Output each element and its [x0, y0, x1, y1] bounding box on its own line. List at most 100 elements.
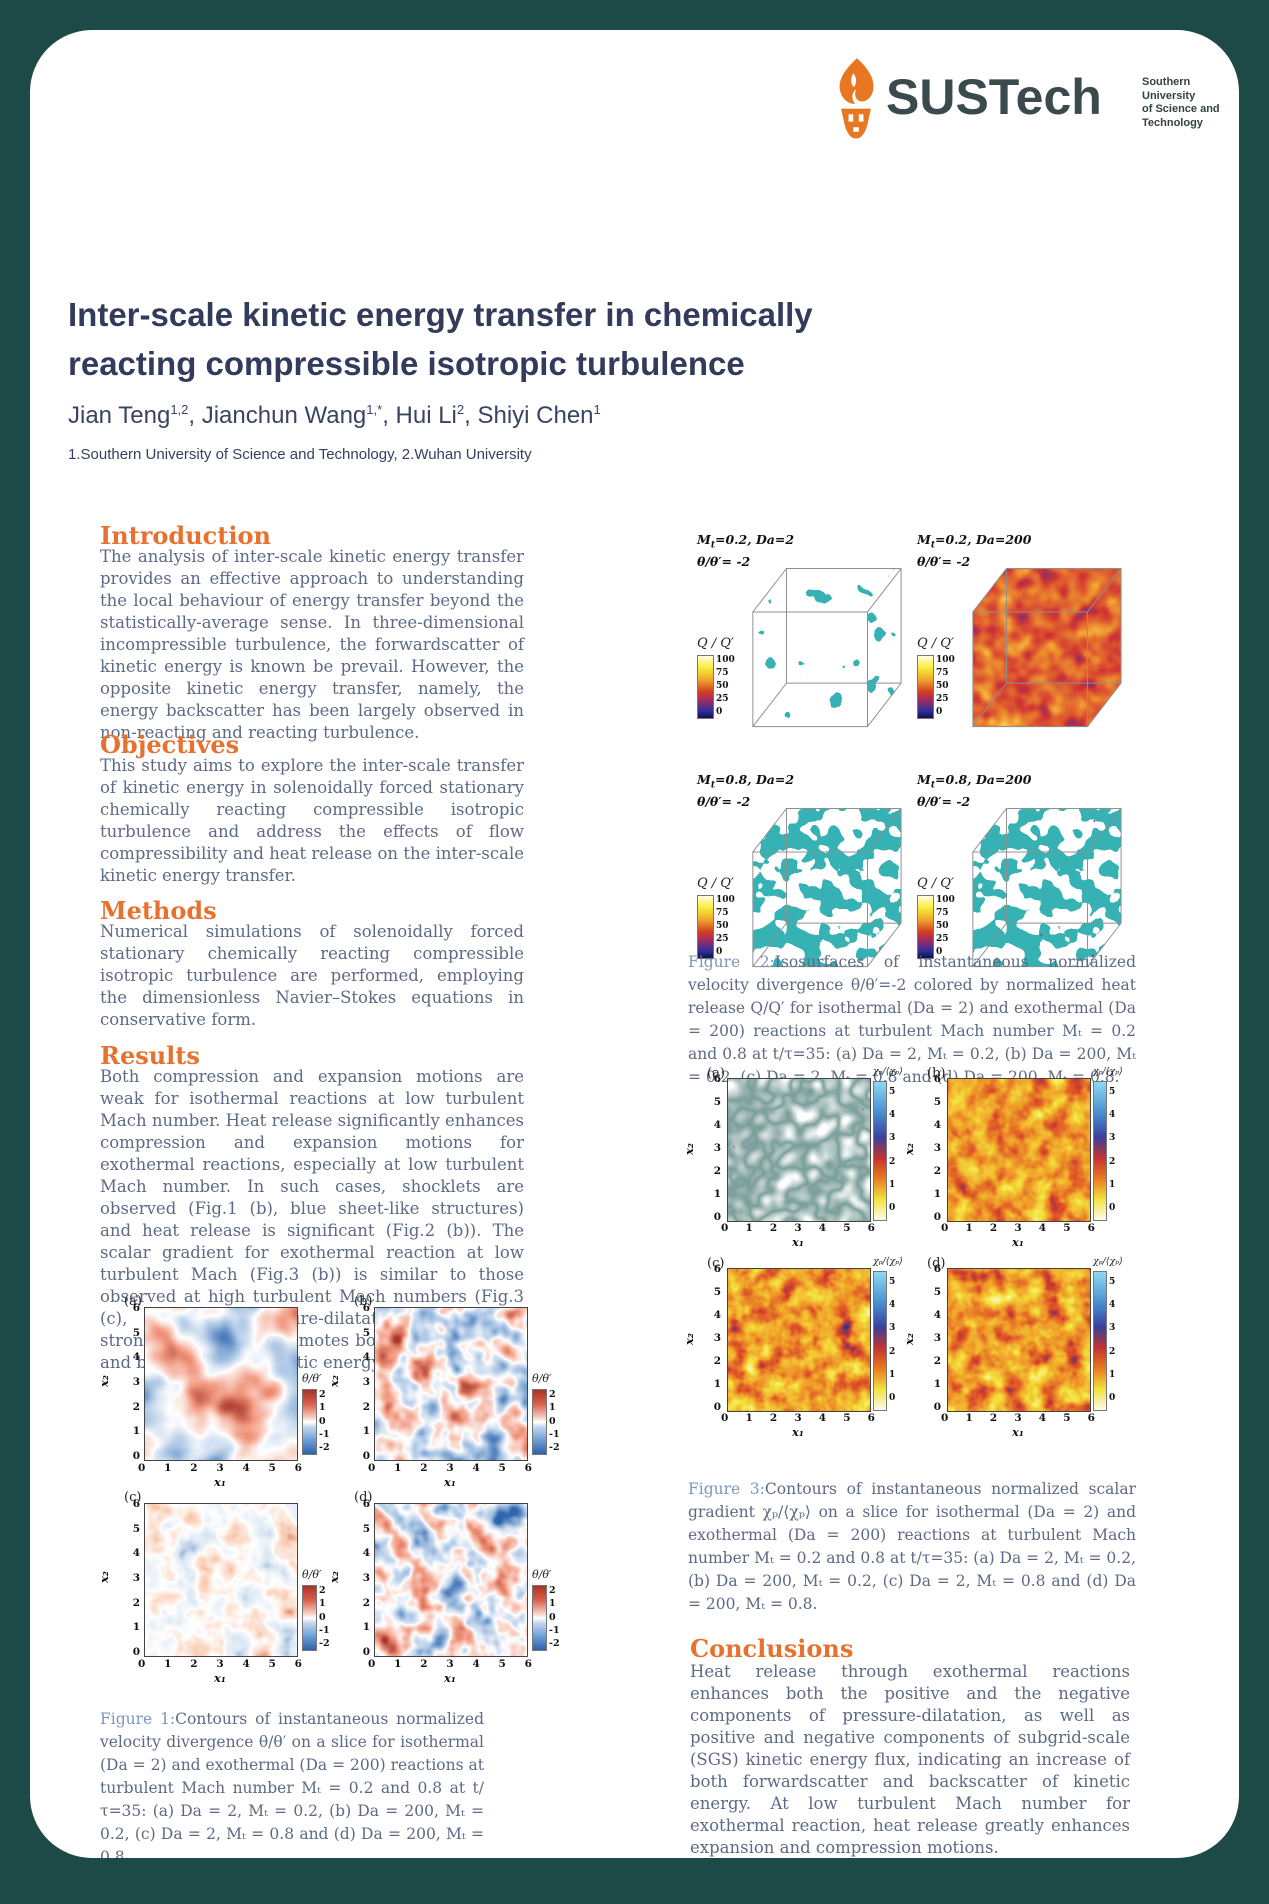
tick-label: 2 [420, 1658, 428, 1670]
tick-label: 3 [933, 1142, 941, 1154]
tick-label: 6 [1087, 1412, 1095, 1424]
figure3-panel-a-plot [727, 1078, 871, 1222]
tick-label: 2 [362, 1596, 370, 1609]
tick-label: 100 [716, 655, 735, 665]
tick-label: 0 [368, 1462, 376, 1474]
colorbar-label: χₚ/⟨χₚ⟩ [873, 1066, 903, 1077]
tick-label: 4 [132, 1351, 140, 1364]
tick-label: 0 [933, 1211, 941, 1223]
tick-label: 5 [362, 1522, 370, 1535]
colorbar-ticks: 5 4 3 2 1 0 [889, 1277, 895, 1403]
panel-condition-label: Mt=0.2, Da=200 [917, 532, 1032, 551]
tick-label: 0 [933, 1401, 941, 1413]
tick-label: 2 [989, 1412, 998, 1424]
colorbar-ticks: 5 4 3 2 1 0 [1109, 1087, 1115, 1213]
section-heading-methods: Methods [100, 895, 217, 925]
colorbar-gradient [1093, 1081, 1107, 1221]
y-axis-ticks: 6 5 4 3 2 1 0 [126, 1302, 140, 1462]
colorbar-label: Q / Q′ [697, 876, 734, 891]
author: , Jianchun Wang [188, 402, 367, 429]
tick-label: 0 [889, 1202, 896, 1213]
figure1-panel-d-plot [374, 1503, 528, 1657]
tick-label: 1 [933, 1378, 941, 1390]
x-axis-label: x₁ [444, 1475, 456, 1489]
tick-label: 6 [867, 1412, 875, 1424]
authors-line: Jian Teng1,2, Jianchun Wang1,*, Hui Li2,… [68, 402, 601, 430]
y-axis-ticks: 6 5 4 3 2 1 0 [356, 1498, 370, 1658]
tick-label: 2 [933, 1165, 941, 1177]
tick-label: -2 [319, 1638, 330, 1649]
tick-label: 1 [713, 1378, 721, 1390]
x-axis-label: x₁ [214, 1671, 226, 1685]
figure1-colorbar: θ/θ′ 2 1 0 -1 -2 [532, 1372, 562, 1455]
x-axis-ticks: 0 1 2 3 4 5 6 [138, 1658, 302, 1670]
tick-label: 3 [362, 1571, 370, 1584]
tick-label: 3 [794, 1222, 802, 1234]
tick-label: 5 [1109, 1087, 1116, 1097]
tick-label: 4 [818, 1222, 827, 1234]
tick-label: 100 [936, 655, 955, 665]
tick-label: 6 [132, 1302, 140, 1314]
tick-label: 4 [933, 1309, 941, 1321]
tick-label: 1 [1109, 1179, 1116, 1190]
x-axis-ticks: 0 1 2 3 4 5 6 [138, 1462, 302, 1474]
tick-label: 6 [713, 1263, 721, 1275]
tick-label: 0 [713, 1401, 721, 1413]
tick-label: 1 [549, 1598, 556, 1610]
figure2-panel-b: Mt=0.2, Da=200 θ/θ′= -2 Q / Q′ 100 75 50 25… [913, 528, 1131, 765]
y-axis-ticks: 6 5 4 3 2 1 0 [929, 1263, 941, 1413]
tick-label: 3 [1014, 1222, 1022, 1234]
tick-label: 0 [132, 1449, 140, 1462]
panel-label: (c) [707, 1256, 725, 1271]
tick-label: -1 [319, 1428, 330, 1440]
tick-label: 0 [716, 947, 723, 957]
x-axis-ticks: 0 1 2 3 4 5 6 [721, 1222, 875, 1234]
panel-isosurface-label: θ/θ′= -2 [697, 794, 751, 809]
colorbar-gradient [302, 1585, 317, 1651]
author-affil-sup: 1 [593, 402, 601, 417]
sustech-torch-icon [839, 58, 874, 139]
figure3-panel-c: (c) x₂ 6 5 4 3 2 1 0 0 1 2 3 4 5 6 x₁ χₚ/⟨χₚ⟩ 5 4 3 2 1 0 [682, 1256, 911, 1442]
figure3-panel-a: (a) x₂ 6 5 4 3 2 1 0 0 1 2 3 4 5 6 x₁ χₚ/⟨χₚ⟩ 5 4 3 2 1 0 [682, 1066, 911, 1252]
figure1-caption-text: Contours of instantaneous normalized vel… [100, 1709, 484, 1859]
section-heading-objectives: Objectives [100, 729, 240, 759]
figure3-colorbar: χₚ/⟨χₚ⟩ 5 4 3 2 1 0 [873, 1066, 911, 1221]
tick-label: 2 [319, 1389, 326, 1400]
tick-label: 3 [132, 1571, 140, 1584]
tick-label: 2 [989, 1222, 998, 1234]
y-axis-label: x₂ [901, 1143, 916, 1155]
tick-label: 3 [713, 1332, 721, 1344]
tick-label: 4 [818, 1412, 827, 1424]
figure1-caption-label: Figure 1: [100, 1709, 176, 1728]
tick-label: 4 [713, 1309, 721, 1321]
tick-label: 2 [420, 1462, 428, 1474]
tick-label: 2 [132, 1400, 140, 1413]
tick-label: 1 [745, 1412, 753, 1424]
panel-isosurface-label: θ/θ′= -2 [917, 554, 971, 569]
tick-label: 5 [1063, 1222, 1071, 1234]
tick-label: 5 [713, 1286, 721, 1298]
tick-label: 6 [933, 1263, 941, 1275]
figure2-colorbar: Q / Q′ 100 75 50 25 0 [917, 636, 961, 719]
tick-label: 4 [713, 1119, 721, 1131]
tick-label: 1 [889, 1369, 896, 1380]
poster-sheet: SUSTech Southern University of Science a… [30, 30, 1239, 1858]
figure3-panel-c-plot [727, 1268, 871, 1412]
poster-title: Inter-scale kinetic energy transfer in c… [68, 290, 928, 388]
tick-label: 100 [716, 895, 735, 905]
author: , Shiyi Chen [464, 402, 594, 429]
panel-label: (b) [927, 1066, 946, 1081]
tick-label: 2 [132, 1596, 140, 1609]
tick-label: 0 [1109, 1392, 1116, 1403]
tick-label: 0 [319, 1415, 326, 1427]
y-axis-ticks: 6 5 4 3 2 1 0 [709, 1263, 721, 1413]
tick-label: 2 [549, 1585, 556, 1596]
figure3-caption-label: Figure 3: [688, 1479, 765, 1498]
tick-label: 5 [498, 1462, 506, 1474]
x-axis-label: x₁ [444, 1671, 456, 1685]
colorbar-ticks: 2 1 0 -1 -2 [319, 1585, 330, 1649]
tick-label: 1 [394, 1658, 402, 1670]
